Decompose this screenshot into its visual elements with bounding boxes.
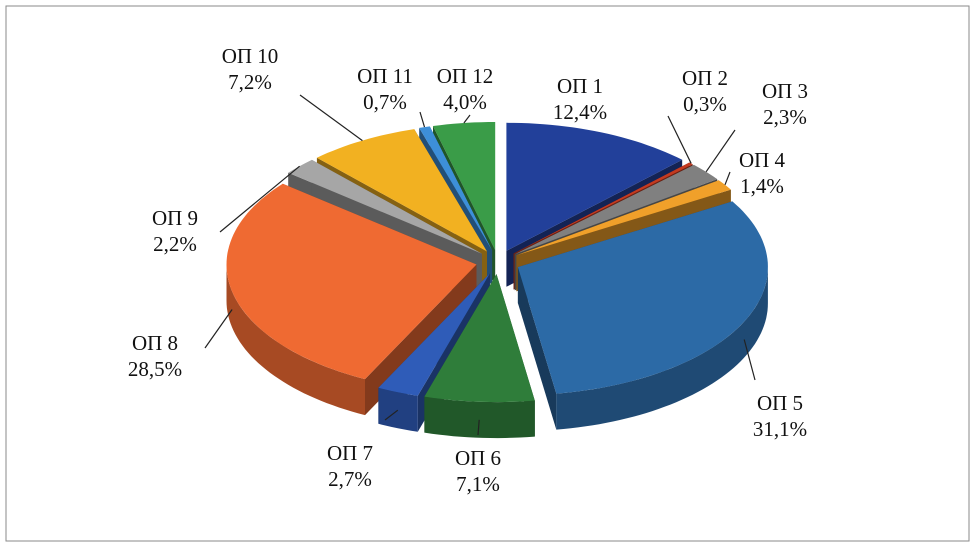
slice-value-label: 4,0% — [443, 90, 487, 114]
slice-value-label: 0,3% — [683, 92, 727, 116]
slice-category-label: ОП 6 — [455, 446, 501, 470]
leader-line — [384, 409, 399, 421]
slice-wall — [378, 387, 418, 432]
slice-category-label: ОП 1 — [557, 74, 603, 98]
leader-line — [419, 111, 426, 128]
slice — [516, 180, 731, 256]
slice — [226, 183, 477, 380]
slice — [514, 164, 718, 255]
leader-line — [477, 419, 480, 436]
slice — [378, 273, 490, 396]
slice-category-label: ОП 11 — [357, 64, 413, 88]
slice-value-label: 2,7% — [328, 467, 372, 491]
leader-line — [219, 165, 300, 233]
slice-value-label: 12,4% — [553, 100, 607, 124]
slice — [424, 274, 535, 403]
leader-line — [705, 129, 736, 173]
slice — [433, 122, 496, 250]
slice-category-label: ОП 4 — [739, 148, 786, 172]
slice-category-label: ОП 8 — [132, 331, 178, 355]
leader-line — [204, 309, 233, 349]
slice-value-label: 7,1% — [456, 472, 500, 496]
slice-side — [517, 267, 557, 430]
slice-value-label: 2,2% — [153, 232, 197, 256]
slice — [513, 162, 693, 254]
leader-line — [724, 171, 731, 186]
slice-value-label: 0,7% — [363, 90, 407, 114]
slice-category-label: ОП 3 — [762, 79, 808, 103]
slice-wall — [424, 396, 535, 439]
leader-line — [743, 339, 756, 381]
slice-wall — [556, 267, 768, 430]
slice-category-label: ОП 9 — [152, 206, 198, 230]
slice-wall — [226, 264, 365, 416]
slice — [419, 126, 493, 251]
slice-value-label: 28,5% — [128, 357, 182, 381]
slice — [316, 129, 487, 252]
slice-value-label: 1,4% — [740, 174, 784, 198]
slice-category-label: ОП 2 — [682, 66, 728, 90]
slice — [288, 159, 482, 254]
leader-line — [463, 114, 471, 124]
slice-value-label: 7,2% — [228, 70, 272, 94]
slice-category-label: ОП 10 — [222, 44, 279, 68]
slice-category-label: ОП 5 — [757, 391, 803, 415]
slice — [506, 122, 683, 251]
slice-category-label: ОП 12 — [437, 64, 494, 88]
slice-category-label: ОП 7 — [327, 441, 373, 465]
leader-line — [299, 94, 363, 142]
slice-value-label: 2,3% — [763, 105, 807, 129]
leader-line — [667, 115, 692, 164]
slice-value-label: 31,1% — [753, 417, 807, 441]
slice — [517, 201, 768, 394]
